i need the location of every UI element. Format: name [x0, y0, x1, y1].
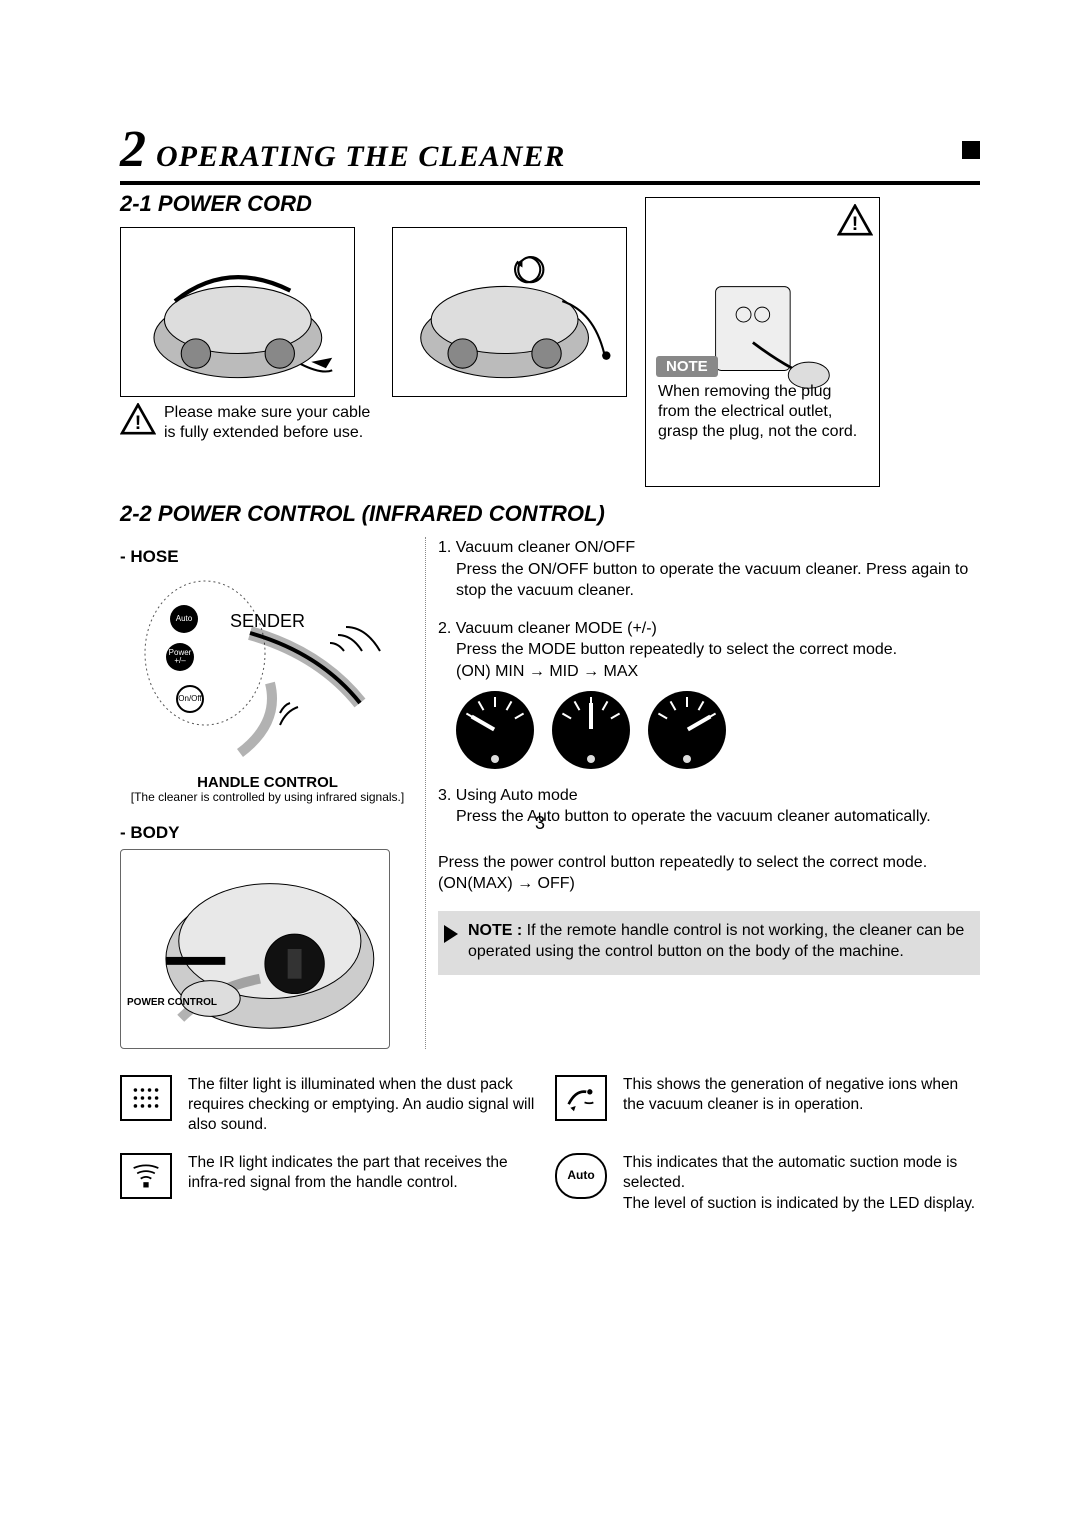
ion-icon	[555, 1075, 607, 1121]
ir-light-text: The IR light indicates the part that rec…	[188, 1153, 545, 1193]
left-column: - HOSE Auto Power +/– On/Off SEND	[120, 537, 415, 1049]
note-body: If the remote handle control is not work…	[468, 922, 964, 960]
auto-icon-label: Auto	[567, 1168, 594, 1184]
right-column: 1. Vacuum cleaner ON/OFF Press the ON/OF…	[425, 537, 980, 1049]
dial-max	[648, 691, 726, 769]
section-2-1-figures: ! Please make sure your cable is fully e…	[120, 227, 980, 487]
instruction-3-head: 3. Using Auto mode	[438, 785, 980, 807]
figure-body-control: POWER CONTROL	[120, 849, 390, 1049]
warning-icon: !	[837, 204, 873, 236]
instruction-3-body: Press the Auto button to operate the vac…	[438, 806, 980, 828]
chapter-number: 2	[120, 120, 146, 179]
onoff-button-icon: On/Off	[176, 685, 204, 713]
note-text: NOTE : If the remote handle control is n…	[468, 921, 966, 963]
dial-mid	[552, 691, 630, 769]
section-2-2-body: - HOSE Auto Power +/– On/Off SEND	[120, 537, 980, 1049]
note-box: NOTE : If the remote handle control is n…	[438, 911, 980, 975]
instruction-2-body: Press the MODE button repeatedly to sele…	[438, 639, 980, 682]
figure-unplug-note: ! NOTE When removing the plug from the e…	[645, 197, 880, 487]
ion-text: This shows the generation of negative io…	[623, 1075, 980, 1115]
hose-subhead: - HOSE	[120, 547, 415, 567]
instruction-item-3: 3. Using Auto mode Press the Auto button…	[438, 785, 980, 828]
figure-cord-rewind	[392, 227, 627, 397]
indicator-grid: The filter light is illuminated when the…	[120, 1075, 980, 1214]
power-button-icon: Power +/–	[166, 643, 194, 671]
vacuum-rewind-icon	[405, 236, 615, 387]
filter-light-text: The filter light is illuminated when the…	[188, 1075, 545, 1135]
vacuum-cleaner-icon	[133, 236, 343, 387]
power-control-label: POWER CONTROL	[127, 997, 217, 1008]
sender-label: SENDER	[230, 611, 305, 632]
note-unplug-text: When removing the plug from the electric…	[658, 382, 867, 442]
page-number: 3	[535, 813, 545, 834]
svg-text:!: !	[852, 213, 859, 235]
filter-light-icon	[120, 1075, 172, 1121]
auto-button-icon: Auto	[170, 605, 198, 633]
chapter-title: OPERATING THE CLEANER	[156, 140, 958, 174]
auto-mode-text: This indicates that the automatic suctio…	[623, 1153, 980, 1213]
manual-page: 2 OPERATING THE CLEANER 2-1 POWER CORD	[0, 0, 1080, 1254]
instruction-1-body: Press the ON/OFF button to operate the v…	[438, 559, 980, 602]
mode-dials	[456, 691, 980, 769]
warning-icon: !	[120, 403, 156, 435]
instruction-1-head: 1. Vacuum cleaner ON/OFF	[438, 537, 980, 559]
body-instruction: Press the power control button repeatedl…	[438, 852, 980, 895]
handle-control-sub: [The cleaner is controlled by using infr…	[120, 791, 415, 805]
ir-light-icon	[120, 1153, 172, 1199]
figure-cable-extend: ! Please make sure your cable is fully e…	[120, 227, 374, 487]
section-2-2-title: 2-2 POWER CONTROL (INFRARED CONTROL)	[120, 501, 980, 527]
note-arrow-icon	[444, 925, 458, 943]
handle-control-label: HANDLE CONTROL	[120, 774, 415, 791]
chapter-header: 2 OPERATING THE CLEANER	[120, 120, 980, 185]
auto-mode-icon: Auto	[555, 1153, 607, 1199]
figure-hose-handle: Auto Power +/– On/Off SENDER	[120, 573, 390, 768]
instruction-2-head: 2. Vacuum cleaner MODE (+/-)	[438, 618, 980, 640]
note-label: NOTE :	[468, 922, 522, 939]
instruction-item-1: 1. Vacuum cleaner ON/OFF Press the ON/OF…	[438, 537, 980, 602]
header-end-block	[962, 141, 980, 159]
dial-min	[456, 691, 534, 769]
note-tab: NOTE	[656, 356, 718, 377]
instruction-item-2: 2. Vacuum cleaner MODE (+/-) Press the M…	[438, 618, 980, 769]
svg-text:!: !	[135, 412, 142, 434]
body-subhead: - BODY	[120, 823, 415, 843]
caption-cable: Please make sure your cable is fully ext…	[164, 403, 374, 443]
